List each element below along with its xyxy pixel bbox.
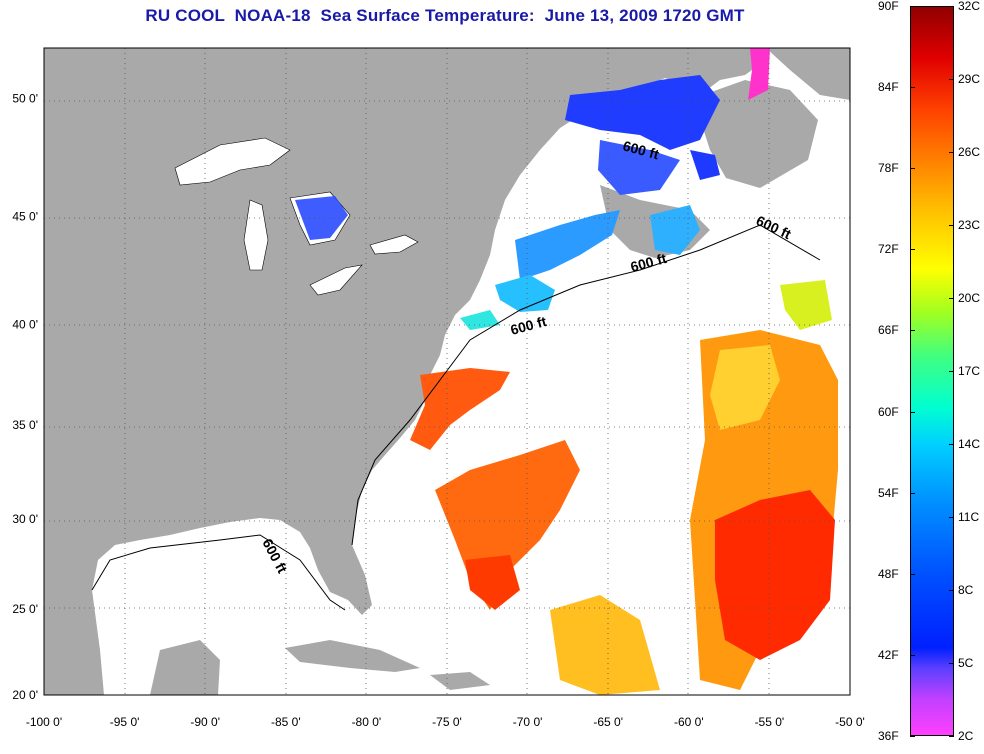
land-florida: [348, 545, 372, 615]
sst-sargasso-west-hot: [465, 555, 520, 610]
land-newfoundland: [700, 80, 818, 188]
lon-tick-label: -70 0': [513, 715, 543, 729]
lat-tick-label: 50 0': [12, 92, 38, 106]
lat-tick-label: 25 0': [12, 602, 38, 616]
colorbar-c-label: 26C: [958, 145, 981, 159]
sst-east-yellow-north: [780, 280, 832, 330]
colorbar-tick: [949, 590, 954, 591]
colorbar-tick: [910, 87, 915, 89]
colorbar-tick: [949, 663, 954, 664]
colorbar-c-label: 17C: [958, 364, 981, 378]
colorbar-c-label: 2C: [958, 729, 974, 743]
sst-gulf-st-lawrence: [565, 75, 720, 150]
map-frame: [43, 47, 851, 696]
colorbar-f-label: 48F: [878, 566, 899, 581]
colorbar-f-label: 36F: [878, 729, 899, 743]
colorbar-tick: [949, 79, 954, 80]
colorbar-tick: [949, 444, 954, 445]
colorbar-tick: [910, 411, 915, 413]
lat-tick-label: 40 0': [12, 317, 38, 331]
lon-tick-label: -95 0': [110, 715, 140, 729]
colorbar-c-label: 32C: [958, 0, 981, 13]
colorbar-tick: [949, 517, 954, 518]
sst-gulf-st-lawrence-2: [598, 140, 680, 195]
lon-tick-label: -75 0': [432, 715, 462, 729]
land-labrador: [766, 48, 850, 100]
lake-michigan: [243, 199, 269, 271]
lon-tick-label: -55 0': [755, 715, 785, 729]
colorbar-tick: [949, 6, 954, 7]
colorbar-tick: [910, 330, 915, 332]
colorbar-tick: [949, 736, 954, 737]
colorbar-c-label: 23C: [958, 218, 981, 232]
lon-tick-label: -90 0': [190, 715, 220, 729]
land-yucatan: [150, 640, 220, 695]
colorbar-tick: [949, 298, 954, 299]
lat-tick-label: 35 0': [12, 418, 38, 432]
map-title: RU COOL NOAA-18 Sea Surface Temperature:…: [145, 6, 745, 25]
lake-ontario: [369, 234, 419, 255]
colorbar-c-label: 5C: [958, 656, 974, 670]
lake-superior: [174, 137, 291, 186]
lon-tick-label: -85 0': [271, 715, 301, 729]
lat-tick-label: 30 0': [12, 512, 38, 526]
lon-tick-label: -65 0': [593, 715, 623, 729]
sst-east-hot: [715, 490, 835, 660]
colorbar-tick: [910, 168, 915, 170]
lake-erie: [309, 264, 363, 296]
sst-lab-north: [748, 48, 770, 100]
lon-tick-label: -60 0': [674, 715, 704, 729]
lat-tick-label: 20 0': [12, 688, 38, 702]
land-hispaniola: [430, 672, 490, 690]
lat-tick-label: 45 0': [12, 209, 38, 223]
colorbar-tick: [949, 371, 954, 372]
colorbar-tick: [949, 225, 954, 226]
colorbar-tick: [910, 6, 915, 7]
colorbar-tick: [949, 152, 954, 153]
colorbar-f-label: 78F: [878, 161, 899, 176]
sst-gulf-maine-2: [650, 205, 700, 255]
colorbar-tick: [910, 736, 915, 737]
lon-tick-label: -100 0': [26, 715, 62, 729]
sst-nova-scotia-shelf: [690, 150, 720, 180]
colorbar-tick: [910, 492, 915, 494]
land-cuba: [285, 640, 420, 672]
colorbar-f-label: 90F: [878, 0, 899, 13]
colorbar-tick: [910, 249, 915, 251]
colorbar-c-label: 8C: [958, 583, 974, 597]
colorbar-f-label: 54F: [878, 485, 899, 500]
land-north-america: [44, 48, 766, 695]
colorbar-f-label: 42F: [878, 647, 899, 662]
sst-south-yellow: [550, 595, 660, 695]
sst-east-yellow: [710, 345, 780, 430]
sst-lake-huron: [295, 196, 348, 240]
temperature-colorbar: [910, 6, 954, 736]
colorbar-c-label: 14C: [958, 437, 981, 451]
sst-gulf-maine: [515, 210, 620, 280]
isobath-600ft: [91, 224, 821, 611]
colorbar-c-label: 11C: [958, 510, 980, 524]
colorbar-tick: [910, 573, 915, 575]
colorbar-f-label: 60F: [878, 404, 899, 419]
axis-tick-labels: -100 0' -95 0' -90 0' -85 0' -80 0' -75 0' -70…: [12, 92, 864, 729]
lon-tick-label: -50 0': [835, 715, 865, 729]
colorbar-f-label: 72F: [878, 242, 899, 257]
colorbar-f-label: 66F: [878, 323, 899, 338]
sst-cape-cod: [495, 275, 555, 312]
colorbar-c-label: 20C: [958, 291, 981, 305]
colorbar-f-label: 84F: [878, 80, 899, 95]
colorbar-tick: [910, 654, 915, 656]
sst-hatteras: [410, 368, 510, 450]
colorbar-c-label: 29C: [958, 72, 981, 86]
lon-tick-label: -80 0': [352, 715, 382, 729]
